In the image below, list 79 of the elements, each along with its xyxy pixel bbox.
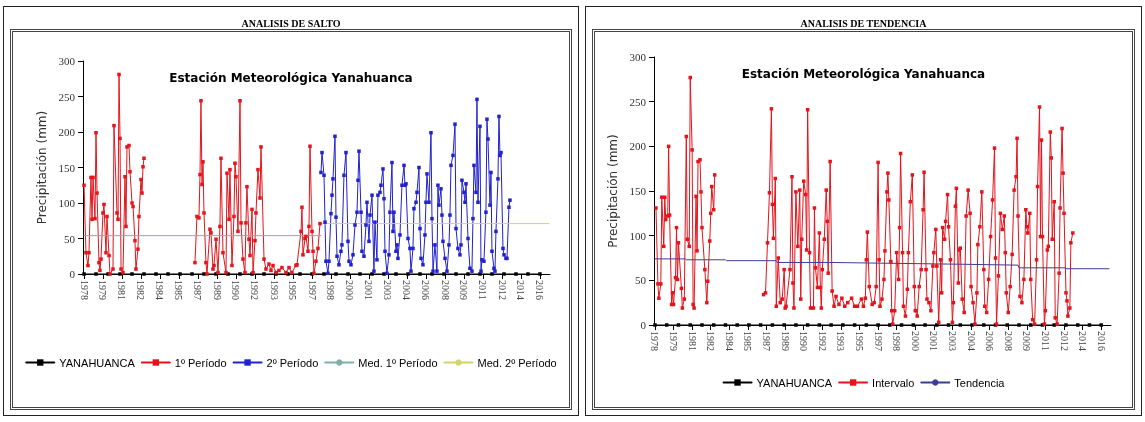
y-tick-label: 100: [629, 229, 647, 242]
x-tick-label: 2016: [1095, 331, 1107, 351]
text: Estación Meteorológica Yanahuanca: [741, 67, 986, 81]
x-tick-label: 1978: [78, 280, 90, 300]
x-tick-label: 1992: [249, 280, 261, 300]
x-tick-label: 1995: [287, 280, 299, 300]
x-tick-label: 2016: [534, 280, 546, 300]
x-tick-label: 2009: [1021, 331, 1033, 351]
y-tick-label: 250: [629, 95, 647, 108]
x-tick-label: 1987: [192, 280, 204, 300]
x-tick-label: 1982: [135, 280, 147, 300]
x-tick-label: 1989: [779, 331, 791, 351]
x-tick-label: 1985: [742, 331, 754, 351]
x-tick-label: 1990: [798, 331, 810, 351]
x-tick-label: 1995: [853, 331, 865, 351]
x-tick-label: 2011: [1039, 331, 1051, 351]
x-tick-label: 1981: [686, 331, 698, 351]
x-tick-label: 2006: [420, 280, 432, 300]
legend-label: YANAHUANCA: [756, 376, 833, 389]
chart-title: ANALISIS DE SALTO: [241, 17, 341, 29]
x-tick-label: 2001: [363, 280, 375, 300]
x-tick-label: 1992: [816, 331, 828, 351]
x-tick-label: 1990: [230, 280, 242, 300]
y-tick-label: 0: [69, 268, 76, 280]
x-tick-label: 2011: [477, 280, 489, 300]
y-tick-label: 300: [629, 51, 647, 63]
y-tick-label: 150: [629, 185, 647, 197]
x-tick-label: 2012: [496, 280, 508, 300]
legend-label: Med. 2º Período: [477, 356, 557, 369]
legend-label: 1º Período: [174, 356, 227, 369]
x-tick-label: 2006: [984, 331, 996, 351]
y-tick-label: 200: [58, 126, 76, 138]
y-tick-label: 150: [58, 161, 76, 174]
x-tick-label: 1979: [668, 331, 680, 351]
x-tick-label: 2012: [1058, 331, 1070, 351]
x-tick-label: 1978: [649, 331, 661, 351]
line-series: [654, 258, 1110, 270]
legend-label: Med. 1º Período: [358, 356, 438, 369]
x-tick-label: 2001: [928, 331, 940, 351]
y-tick-label: 50: [635, 274, 647, 287]
x-tick-label: 1997: [872, 331, 884, 351]
x-tick-label: 1979: [97, 280, 109, 300]
y-tick-label: 300: [58, 55, 76, 67]
legend-label: Intervalo: [872, 376, 915, 389]
x-tick-label: 2003: [382, 280, 394, 300]
x-tick-label: 2009: [458, 280, 470, 300]
y-tick-label: 200: [629, 140, 647, 153]
x-tick-label: 2008: [1002, 331, 1014, 351]
legend-label: 2º Período: [266, 356, 319, 369]
y-tick-label: 0: [640, 319, 647, 331]
legend-label: YANAHUANCA: [59, 356, 136, 369]
x-tick-label: 2014: [1077, 331, 1089, 351]
x-tick-label: 2000: [909, 331, 921, 351]
x-tick-label: 1982: [705, 331, 717, 351]
y-tick-label: 100: [58, 197, 76, 209]
x-tick-label: 1984: [154, 280, 166, 300]
x-tick-label: 1984: [723, 331, 735, 351]
x-tick-label: 1993: [268, 280, 280, 300]
text: Estación Meteorológica Yanahuanca: [169, 71, 413, 85]
x-tick-label: 1997: [306, 280, 318, 300]
x-tick-label: 2008: [439, 280, 451, 300]
x-tick-label: 1987: [760, 331, 772, 351]
y-axis-title: Precipitación (mm): [605, 134, 620, 248]
chart-title: ANALISIS DE TENDENCIA: [800, 17, 928, 29]
x-tick-label: 2003: [946, 331, 958, 351]
x-tick-label: 1998: [891, 331, 903, 351]
legend-label: Tendencia: [954, 376, 1006, 389]
y-tick-label: 250: [58, 90, 76, 103]
x-tick-label: 2004: [401, 280, 413, 300]
x-tick-label: 1998: [325, 280, 337, 300]
x-tick-label: 2014: [515, 280, 527, 300]
y-axis-title: Precipitación (mm): [34, 110, 49, 225]
x-tick-label: 1985: [173, 280, 185, 300]
x-tick-label: 1993: [835, 331, 847, 351]
x-tick-label: 1989: [211, 280, 223, 300]
x-tick-label: 2004: [965, 331, 977, 351]
x-tick-label: 2000: [344, 280, 356, 300]
y-tick-label: 50: [64, 232, 76, 245]
x-tick-label: 1981: [116, 280, 128, 300]
